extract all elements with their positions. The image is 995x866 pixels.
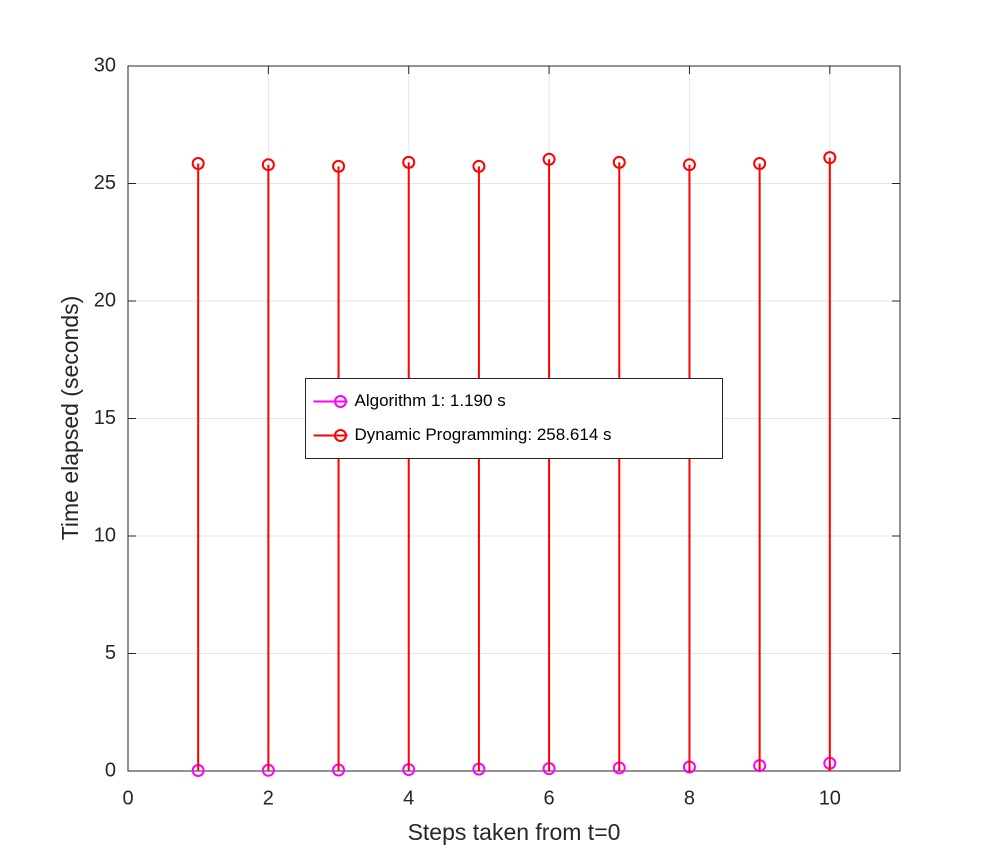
legend-marker: [334, 429, 347, 442]
stem-marker: [402, 155, 416, 169]
stem-marker: [682, 158, 696, 172]
x-tick-label: 6: [544, 787, 555, 809]
legend: Algorithm 1: 1.190 s Dynamic Programming:…: [305, 378, 723, 459]
x-tick-label: 0: [122, 787, 133, 809]
y-tick-label: 10: [94, 524, 116, 546]
stem-marker: [542, 152, 556, 166]
stem-marker: [612, 155, 626, 169]
legend-box: [305, 378, 723, 459]
y-axis-label: Time elapsed (seconds): [57, 296, 83, 541]
stem-marker: [261, 158, 275, 172]
y-tick-label: 15: [94, 407, 116, 429]
y-tick-label: 5: [105, 642, 116, 664]
x-axis-label: Steps taken from t=0: [408, 819, 621, 845]
x-tick-label: 4: [403, 787, 414, 809]
legend-label: Dynamic Programming: 258.614 s: [355, 425, 612, 444]
legend-label: Algorithm 1: 1.190 s: [355, 391, 506, 410]
stem-marker: [753, 157, 767, 171]
y-tick-label: 20: [94, 289, 116, 311]
y-tick-label: 30: [94, 54, 116, 76]
x-tick-label: 2: [263, 787, 274, 809]
x-tick-label: 10: [819, 787, 841, 809]
stem-marker: [191, 157, 205, 171]
axes-box: [127, 65, 901, 772]
stem-marker: [472, 159, 486, 173]
legend-marker: [334, 395, 347, 408]
y-tick-label: 0: [105, 759, 116, 781]
stem-marker: [332, 159, 346, 173]
x-tick-label: 8: [684, 787, 695, 809]
stem-marker: [823, 151, 837, 165]
y-tick-label: 25: [94, 172, 116, 194]
